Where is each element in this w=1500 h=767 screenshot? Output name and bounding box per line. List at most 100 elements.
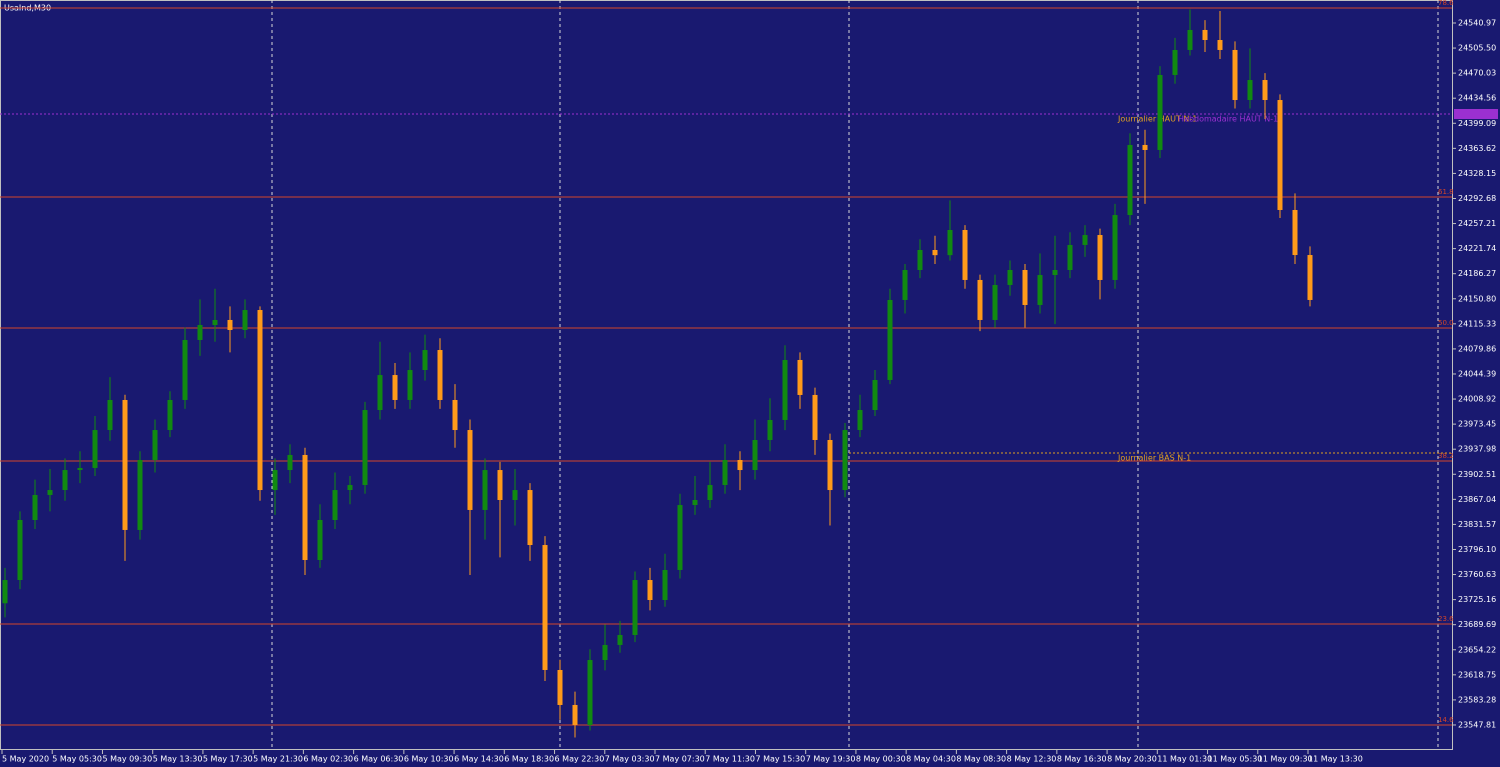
plot-frame bbox=[0, 0, 1453, 750]
candle-body bbox=[212, 319, 218, 325]
candle-body bbox=[1187, 29, 1193, 50]
candle-body bbox=[362, 410, 368, 486]
x-tick-label: 6 May 18:30 bbox=[504, 755, 554, 764]
candle-body bbox=[902, 270, 908, 300]
fib-label: 61.8 bbox=[1438, 188, 1454, 196]
candle-body bbox=[1007, 270, 1013, 285]
candle-body bbox=[422, 350, 428, 371]
candle-body bbox=[1232, 49, 1238, 101]
x-tick-label: 6 May 14:30 bbox=[454, 755, 504, 764]
reference-label: Hebdomadaire HAUT N-1 bbox=[1178, 115, 1278, 124]
candle-body bbox=[662, 569, 668, 601]
candle-body bbox=[347, 485, 353, 491]
y-tick-label: 23902.51 bbox=[1458, 470, 1496, 479]
x-tick-label: 11 May 01:30 bbox=[1157, 755, 1212, 764]
x-tick-label: 8 May 04:30 bbox=[906, 755, 956, 764]
candle-body bbox=[197, 324, 203, 340]
candle-body bbox=[1127, 144, 1133, 216]
y-tick-label: 23831.57 bbox=[1458, 520, 1496, 529]
candle-body bbox=[962, 229, 968, 280]
candle-body bbox=[587, 660, 593, 725]
y-tick-label: 23689.69 bbox=[1458, 620, 1496, 629]
candle-body bbox=[2, 580, 8, 604]
candle-body bbox=[977, 279, 983, 320]
candle-body bbox=[482, 470, 488, 510]
y-tick-label: 23547.81 bbox=[1458, 720, 1496, 729]
y-tick-label: 24505.50 bbox=[1458, 44, 1496, 53]
y-tick-label: 23654.22 bbox=[1458, 645, 1496, 654]
y-tick-label: 23867.04 bbox=[1458, 495, 1496, 504]
candle-body bbox=[182, 339, 188, 400]
candle-body bbox=[92, 430, 98, 468]
candle-body bbox=[497, 470, 503, 500]
candle-body bbox=[77, 467, 83, 471]
candle-body bbox=[32, 494, 38, 521]
y-tick-label: 24150.80 bbox=[1458, 294, 1496, 303]
candle-body bbox=[47, 490, 53, 495]
candle-body bbox=[1142, 144, 1148, 150]
fib-label: 50.0 bbox=[1438, 319, 1454, 327]
y-tick-label: 24434.56 bbox=[1458, 94, 1496, 103]
candle-body bbox=[452, 399, 458, 431]
y-tick-label: 24221.74 bbox=[1458, 244, 1496, 253]
x-tick-label: 8 May 00:30 bbox=[856, 755, 906, 764]
x-tick-label: 7 May 19:30 bbox=[806, 755, 856, 764]
candle-body bbox=[857, 410, 863, 431]
candle-body bbox=[1052, 270, 1058, 276]
candle-body bbox=[617, 635, 623, 645]
candle-body bbox=[437, 350, 443, 400]
y-tick-label: 24363.62 bbox=[1458, 144, 1496, 153]
candle-body bbox=[812, 394, 818, 440]
price-marker bbox=[1454, 109, 1498, 120]
x-tick-label: 8 May 16:30 bbox=[1057, 755, 1107, 764]
candle-body bbox=[1157, 74, 1163, 150]
x-tick-label: 5 May 21:30 bbox=[253, 755, 303, 764]
candle-body bbox=[932, 250, 938, 256]
candle-body bbox=[542, 545, 548, 670]
candle-body bbox=[167, 399, 173, 431]
candle-body bbox=[992, 284, 998, 320]
x-tick-label: 11 May 09:30 bbox=[1258, 755, 1313, 764]
reference-label: Journalier BAS N-1 bbox=[1117, 453, 1191, 462]
candle-body bbox=[1037, 275, 1043, 305]
x-tick-label: 6 May 10:30 bbox=[404, 755, 454, 764]
x-tick-label: 8 May 08:30 bbox=[956, 755, 1006, 764]
fib-label: 23.6 bbox=[1438, 615, 1454, 623]
x-tick-label: 8 May 12:30 bbox=[1007, 755, 1057, 764]
candle-body bbox=[317, 520, 323, 561]
candle-body bbox=[1277, 100, 1283, 210]
candle-body bbox=[392, 375, 398, 400]
y-tick-label: 24292.68 bbox=[1458, 194, 1496, 203]
candle-body bbox=[137, 459, 143, 530]
y-tick-label: 23583.28 bbox=[1458, 695, 1496, 704]
candle-body bbox=[887, 299, 893, 380]
y-tick-label: 23937.98 bbox=[1458, 445, 1496, 454]
y-tick-label: 24079.86 bbox=[1458, 344, 1496, 353]
reference-label: Journalier HAUT N-1 bbox=[1117, 115, 1197, 124]
y-tick-label: 23796.10 bbox=[1458, 545, 1496, 554]
candle-body bbox=[677, 505, 683, 570]
candle-body bbox=[107, 399, 113, 431]
candle-body bbox=[1202, 29, 1208, 41]
candle-body bbox=[152, 430, 158, 460]
y-tick-label: 23725.16 bbox=[1458, 595, 1496, 604]
y-tick-label: 24470.03 bbox=[1458, 69, 1496, 78]
x-tick-label: 7 May 11:30 bbox=[705, 755, 755, 764]
y-tick-label: 23760.63 bbox=[1458, 570, 1496, 579]
x-tick-label: 6 May 06:30 bbox=[354, 755, 404, 764]
candle-body bbox=[17, 520, 23, 581]
y-tick-label: 24008.92 bbox=[1458, 395, 1496, 404]
x-tick-label: 5 May 2020 bbox=[2, 755, 49, 764]
x-tick-label: 7 May 07:30 bbox=[655, 755, 705, 764]
candle-body bbox=[797, 359, 803, 395]
candle-body bbox=[557, 669, 563, 705]
x-tick-label: 11 May 05:30 bbox=[1208, 755, 1263, 764]
candle-body bbox=[122, 399, 128, 530]
candle-body bbox=[377, 375, 383, 411]
y-tick-label: 23973.45 bbox=[1458, 420, 1496, 429]
candle-body bbox=[257, 310, 263, 491]
y-tick-label: 24186.27 bbox=[1458, 269, 1496, 278]
candle-body bbox=[752, 439, 758, 471]
